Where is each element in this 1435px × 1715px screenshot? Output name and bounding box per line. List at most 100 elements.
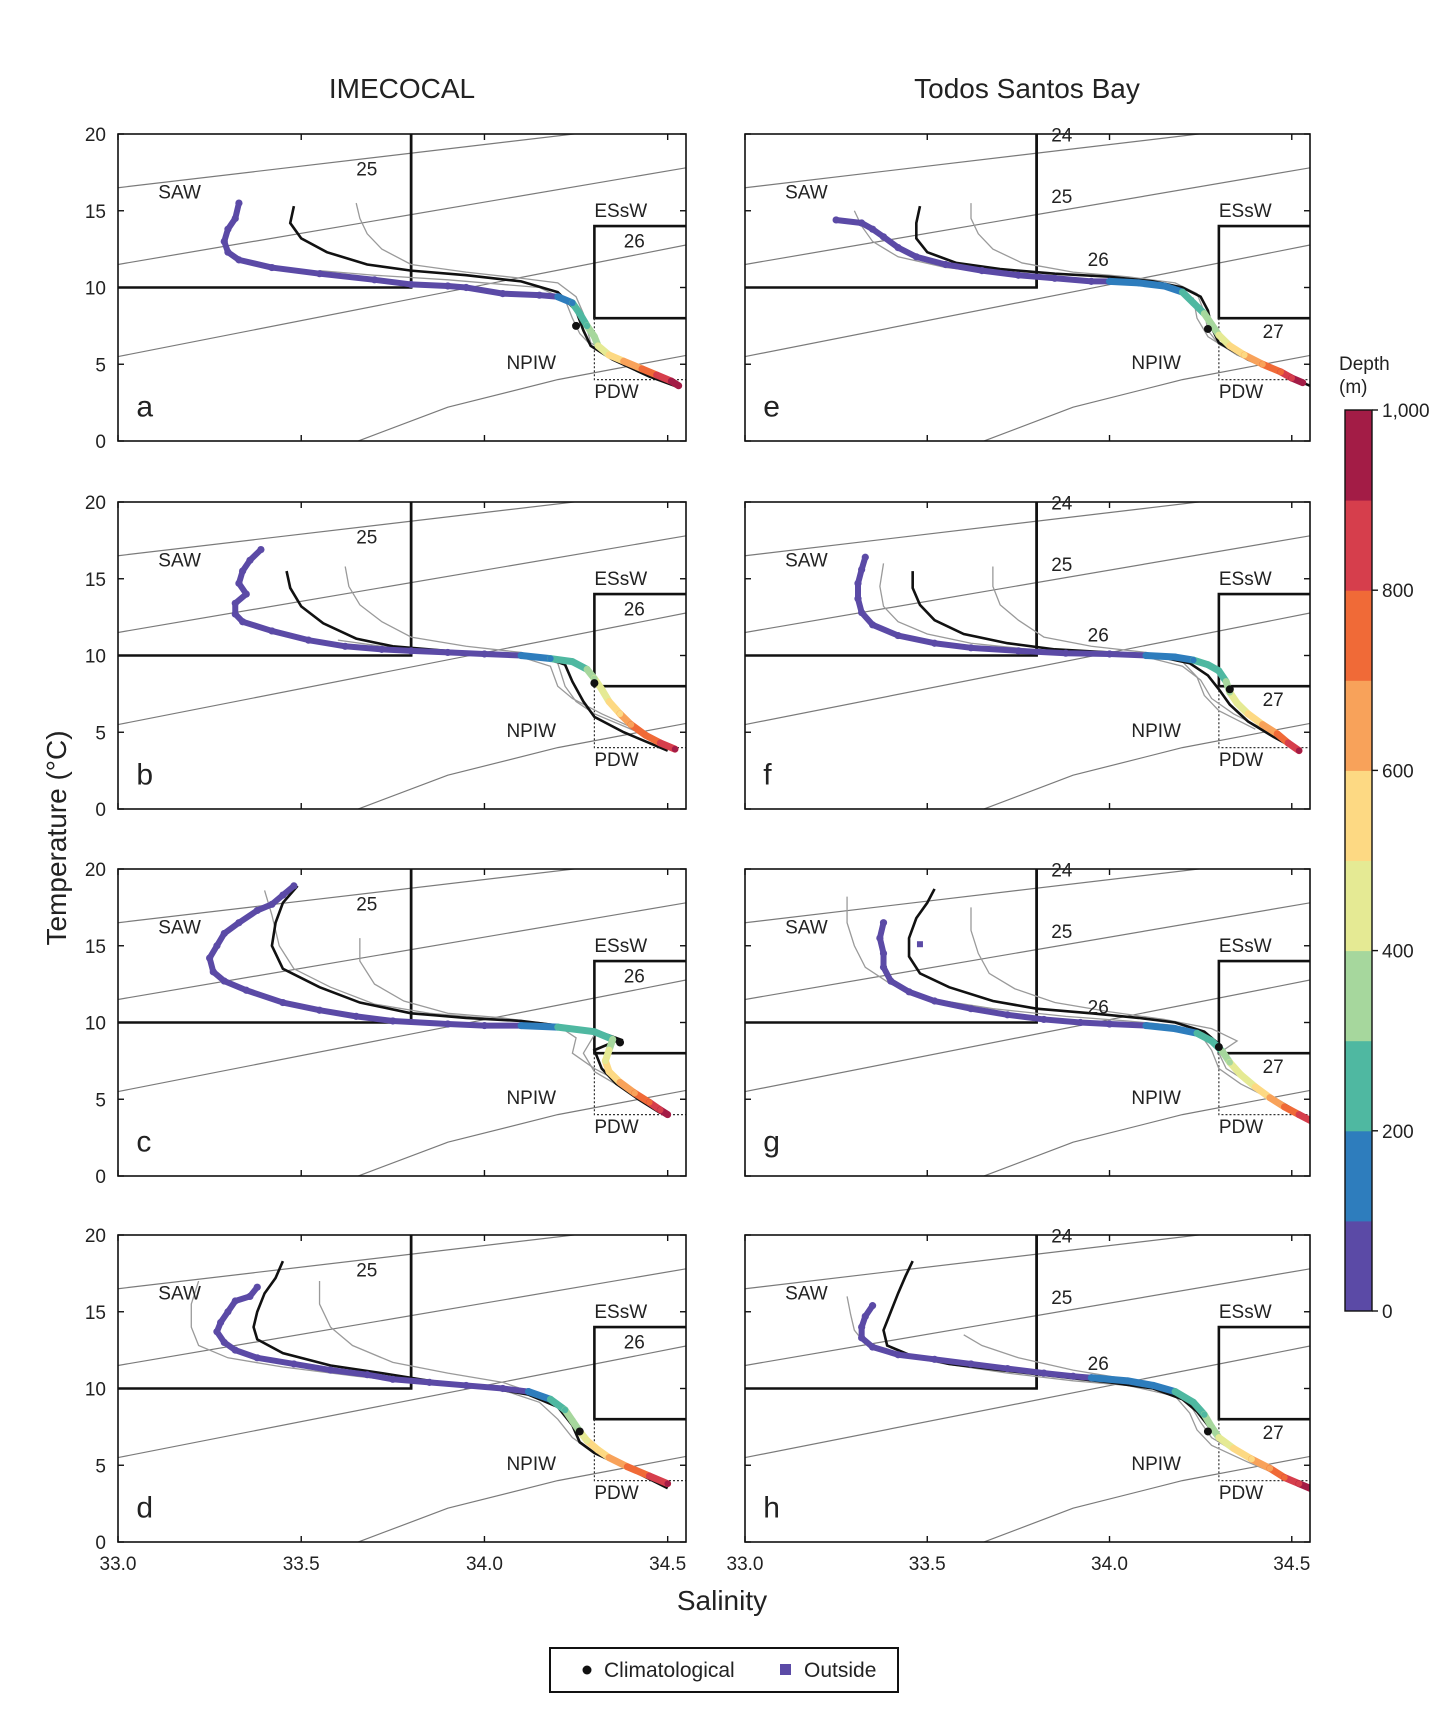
isopycnal-curve — [356, 722, 686, 809]
outside-point — [257, 545, 265, 554]
depth-colored-point — [1226, 1059, 1234, 1066]
isopycnal-label-27: 27 — [1263, 1423, 1284, 1444]
y-tick-label: 5 — [95, 723, 106, 744]
label-npiw: NPIW — [1131, 1088, 1181, 1109]
outside-point — [407, 647, 415, 655]
isopycnal-label-24: 24 — [1051, 494, 1073, 515]
depth-colored-segment — [1171, 1388, 1197, 1406]
climatological-profile — [252, 1260, 669, 1490]
comparison-profile — [263, 890, 669, 1116]
depth-colored-point — [624, 1463, 631, 1470]
colorbar-tick-label: 1,000 — [1382, 401, 1430, 422]
x-tick-label: 34.0 — [466, 1554, 503, 1575]
label-pdw: PDW — [594, 750, 638, 771]
climatological-marker — [575, 1427, 584, 1436]
depth-colored-point — [675, 382, 682, 389]
depth-colored-point — [664, 1480, 671, 1487]
y-tick-label: 20 — [85, 493, 106, 514]
outside-point — [941, 260, 950, 269]
depth-colored-point — [605, 1454, 613, 1461]
depth-colored-point — [547, 1396, 554, 1403]
outside-point — [1040, 1369, 1048, 1377]
depth-colored-segment — [1149, 1381, 1179, 1396]
outside-point — [967, 1005, 975, 1013]
y-tick-label: 0 — [95, 1167, 106, 1188]
y-tick-label: 10 — [85, 1380, 106, 1401]
isopycnal-label-25: 25 — [1051, 922, 1072, 943]
outside-point — [858, 1334, 866, 1342]
outside-point — [220, 237, 228, 246]
depth-colored-point — [1222, 678, 1230, 685]
isopycnal-curve — [982, 1089, 1310, 1176]
depth-colored-point — [631, 1089, 638, 1097]
y-tick-label: 5 — [95, 1090, 106, 1111]
outside-point — [858, 565, 866, 574]
depth-colored-point — [583, 1437, 591, 1444]
outside-point — [213, 942, 221, 950]
y-tick-label: 20 — [85, 1226, 106, 1247]
essw-box — [1217, 1325, 1310, 1421]
outside-point — [930, 997, 939, 1005]
outside-point — [978, 267, 986, 275]
y-tick-label: 15 — [85, 570, 106, 591]
outside-point — [378, 645, 386, 653]
depth-colored-point — [1295, 1111, 1303, 1118]
climatological-marker — [590, 679, 599, 688]
isopycnal-label-25: 25 — [356, 1260, 377, 1281]
outside-point — [315, 270, 324, 278]
depth-colored-point — [1299, 379, 1306, 386]
colorbar-label-unit: (m) — [1339, 377, 1367, 398]
depth-colored-point — [1142, 652, 1150, 659]
label-essw: ESsW — [1219, 201, 1272, 222]
climatological-marker — [1214, 1043, 1223, 1052]
outside-point — [967, 644, 975, 652]
isopycnal-label-26: 26 — [1088, 997, 1109, 1018]
isopycnal-curve — [118, 1345, 686, 1459]
depth-colored-point — [525, 1388, 532, 1395]
depth-colored-point — [1281, 1474, 1288, 1481]
comparison-profile — [846, 896, 1278, 1103]
x-tick-label: 34.5 — [1273, 1554, 1310, 1575]
x-tick-label: 34.0 — [1091, 1554, 1128, 1575]
x-tick-label: 33.0 — [727, 1554, 764, 1575]
legend-outside-marker — [780, 1664, 791, 1675]
outside-point — [231, 610, 239, 618]
climatological-profile — [911, 571, 1300, 752]
outside-point — [268, 263, 276, 272]
colorbar-segment — [1345, 500, 1372, 591]
colorbar-tick-label: 400 — [1382, 942, 1414, 963]
depth-colored-segment — [645, 1472, 672, 1488]
depth-colored-point — [583, 322, 591, 330]
depth-colored-point — [1266, 1094, 1274, 1101]
outside-point — [213, 1328, 221, 1336]
panel-d-plot-area — [118, 1235, 686, 1542]
depth-colored-point — [1160, 282, 1168, 290]
depth-colored-point — [657, 739, 664, 747]
outside-point — [861, 1312, 869, 1320]
y-tick-label: 10 — [85, 647, 106, 668]
outside-point — [220, 1338, 228, 1347]
depth-colored-point — [1142, 1022, 1150, 1029]
panel-g-plot-area — [745, 869, 1310, 1176]
depth-colored-point — [1215, 667, 1223, 675]
depth-colored-point — [1266, 1465, 1274, 1472]
depth-colored-point — [1233, 699, 1241, 707]
outside-point — [876, 934, 884, 942]
colorbar-segment — [1345, 770, 1372, 861]
depth-colored-point — [627, 721, 635, 728]
outside-point — [231, 1297, 239, 1305]
label-npiw: NPIW — [1131, 1454, 1181, 1475]
label-saw: SAW — [785, 1283, 828, 1304]
outside-point — [425, 1378, 434, 1386]
label-npiw: NPIW — [506, 1454, 556, 1475]
label-npiw: NPIW — [506, 721, 556, 742]
outside-point — [268, 627, 276, 635]
depth-colored-point — [569, 1417, 576, 1424]
outside-point — [231, 214, 239, 223]
outside-point — [235, 579, 243, 587]
outside-point — [854, 595, 862, 603]
outside-point — [315, 1006, 324, 1014]
y-tick-label: 10 — [85, 1014, 106, 1035]
outside-point — [1003, 1011, 1012, 1019]
